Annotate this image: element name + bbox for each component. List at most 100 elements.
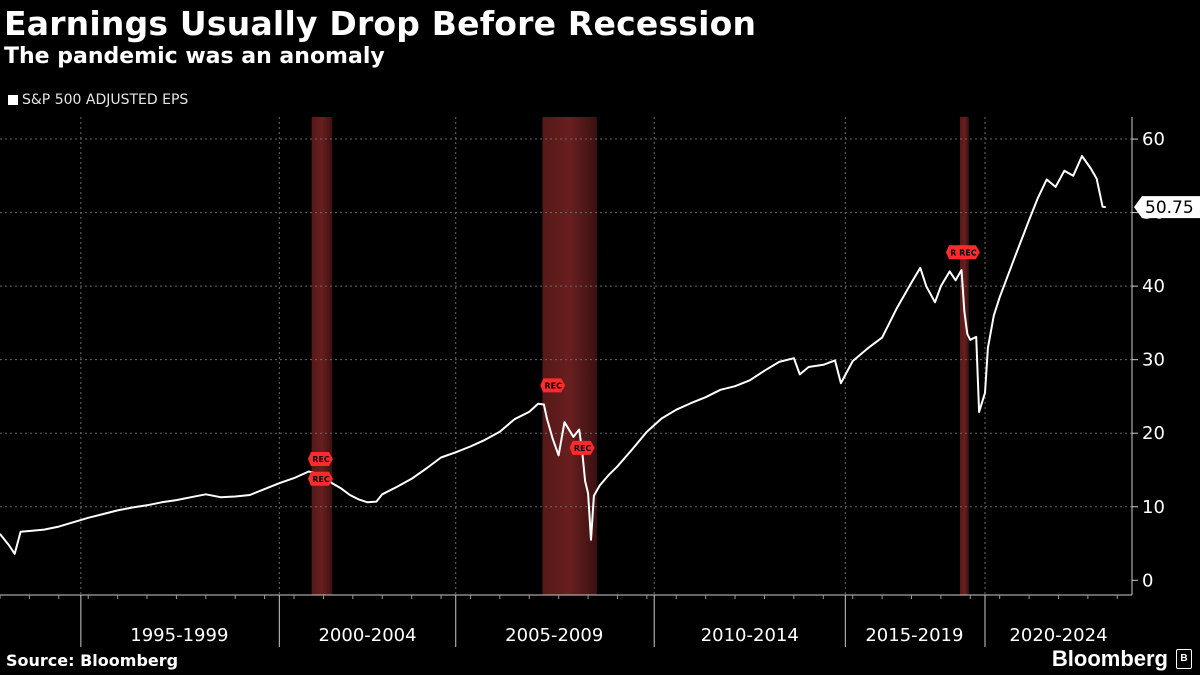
eps-point: [87, 517, 89, 519]
last-value-tag: 50.75: [1134, 196, 1200, 219]
eps-point: [593, 495, 595, 497]
eps-point: [807, 366, 810, 368]
eps-point: [690, 402, 692, 404]
eps-point: [543, 403, 545, 406]
eps-point: [513, 418, 516, 420]
eps-point: [778, 361, 780, 363]
eps-point: [587, 492, 589, 495]
eps-point: [131, 506, 133, 509]
eps-point: [616, 465, 619, 467]
rec-marker-shape: [540, 378, 566, 393]
last-value-box: [1134, 196, 1200, 219]
x-category-label: 2005-2009: [505, 625, 603, 646]
eps-point: [205, 493, 207, 495]
y-tick-label: 60: [1142, 129, 1165, 150]
x-category-label: 2010-2014: [701, 625, 799, 646]
eps-point: [940, 285, 942, 287]
rec-marker-shape: [307, 471, 333, 486]
rec-marker-label: REC: [312, 455, 330, 464]
eps-point: [293, 477, 295, 479]
eps-point: [14, 553, 16, 555]
legend: S&P 500 ADJUSTED EPS: [8, 92, 188, 108]
eps-point: [993, 314, 995, 317]
brand-badge-icon: B: [1176, 649, 1192, 669]
eps-point: [719, 389, 721, 391]
eps-point: [646, 431, 648, 433]
y-tick-label: 40: [1142, 276, 1165, 297]
eps-point: [1054, 186, 1057, 188]
eps-point: [558, 454, 560, 456]
eps-point: [763, 370, 766, 372]
rec-marker-label: REC: [312, 475, 330, 484]
eps-point: [528, 411, 530, 413]
legend-label: S&P 500 ADJUSTED EPS: [22, 92, 189, 108]
eps-point: [552, 438, 554, 440]
rec-marker: REC: [954, 245, 980, 260]
eps-point: [72, 521, 75, 523]
eps-point: [58, 526, 60, 528]
eps-point: [264, 488, 266, 490]
eps-point: [705, 396, 707, 398]
chart-subtitle: The pandemic was an anomaly: [4, 44, 385, 69]
source-note: Source: Bloomberg: [6, 651, 179, 670]
eps-point: [278, 482, 280, 484]
eps-point: [43, 528, 45, 531]
eps-point: [749, 379, 751, 381]
rec-marker-label: REC: [544, 381, 562, 390]
eps-point: [1063, 170, 1065, 172]
eps-point: [975, 336, 977, 338]
grid-lines: [0, 117, 1132, 595]
eps-point: [161, 501, 163, 503]
eps-point: [425, 467, 427, 470]
axes: [0, 117, 1138, 647]
eps-point: [19, 531, 22, 533]
eps-point: [8, 544, 10, 546]
x-category-label: 2000-2004: [318, 625, 416, 646]
eps-point: [960, 269, 963, 271]
eps-point: [396, 486, 398, 488]
y-tick-label: 10: [1142, 497, 1165, 518]
eps-point: [954, 279, 957, 281]
eps-point: [375, 501, 377, 503]
eps-point: [175, 499, 178, 501]
eps-point: [440, 456, 442, 459]
axis-labels: 01020304050601995-19992000-20042005-2009…: [130, 129, 1200, 646]
eps-point: [999, 296, 1001, 298]
eps-point: [234, 495, 236, 498]
eps-point: [822, 364, 824, 366]
eps-point: [563, 421, 566, 423]
eps-point: [881, 337, 883, 339]
eps-point: [631, 448, 633, 450]
chart-title: Earnings Usually Drop Before Recession: [4, 4, 757, 43]
rec-markers: RECRECRECRECRECREC: [307, 245, 980, 486]
eps-point: [919, 267, 921, 269]
eps-point: [934, 301, 936, 303]
rec-marker-label: REC: [959, 248, 977, 257]
brand-text: Bloomberg: [1051, 646, 1168, 671]
eps-point: [1096, 178, 1098, 180]
eps-point: [949, 270, 951, 273]
rec-marker: REC: [307, 471, 333, 486]
eps-point: [499, 431, 501, 433]
eps-point: [366, 501, 369, 503]
rec-marker: REC: [569, 440, 595, 455]
x-category-label: 1995-1999: [130, 625, 228, 646]
eps-point: [546, 417, 548, 420]
eps-point: [866, 348, 868, 350]
eps-point: [102, 513, 104, 515]
eps-point: [349, 494, 351, 496]
eps-point: [308, 470, 310, 473]
rec-marker: REC: [540, 378, 566, 393]
eps-point: [590, 539, 592, 541]
rec-marker-shape: [954, 245, 980, 260]
eps-point: [117, 509, 119, 512]
eps-point: [572, 436, 574, 438]
recession-bands: [311, 117, 969, 595]
legend-swatch: [8, 95, 18, 105]
recession-band-2: [959, 117, 969, 595]
eps-point: [1104, 206, 1107, 208]
eps-point: [0, 533, 1, 535]
rec-marker-shape: [307, 451, 333, 466]
eps-point: [966, 333, 968, 335]
eps-point: [381, 493, 383, 495]
